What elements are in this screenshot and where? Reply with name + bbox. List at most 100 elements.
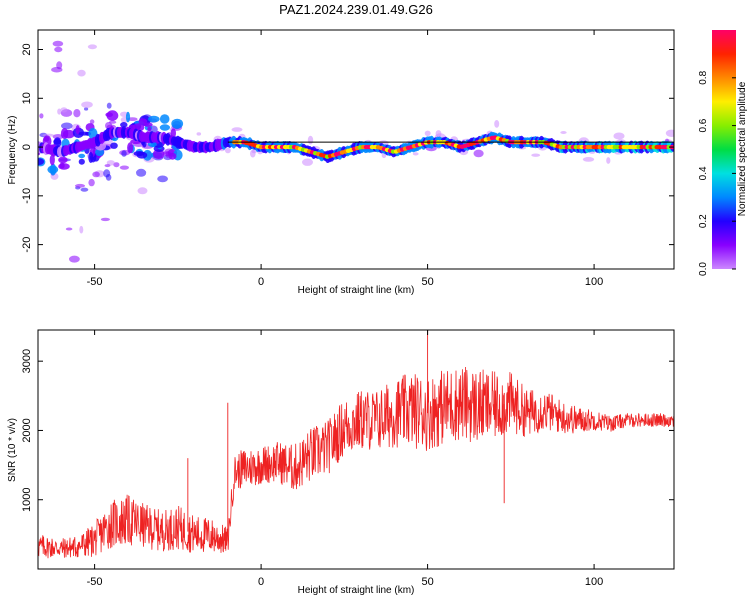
spectral-blob bbox=[89, 119, 95, 124]
spectral-blob bbox=[148, 115, 160, 123]
spectral-blob bbox=[92, 171, 100, 178]
spectral-blob bbox=[152, 149, 165, 160]
spectral-blob bbox=[43, 136, 50, 142]
spectral-blob bbox=[171, 118, 184, 129]
spectral-blob bbox=[78, 158, 85, 165]
spectral-blob bbox=[251, 149, 257, 154]
spectral-blob bbox=[473, 149, 484, 158]
spectral-blob bbox=[97, 21, 109, 29]
spectral-blob bbox=[69, 255, 80, 263]
spectral-blob bbox=[560, 131, 567, 134]
x-tick-label: 100 bbox=[585, 576, 603, 588]
colorbar-tick-label: 0.8 bbox=[698, 70, 709, 84]
spectral-blob bbox=[87, 44, 97, 50]
spectral-blob bbox=[119, 165, 129, 170]
colorbar-bar bbox=[712, 30, 736, 269]
spectral-blob bbox=[106, 110, 119, 121]
spectral-blob bbox=[494, 120, 500, 128]
spectral-blob bbox=[81, 101, 93, 108]
snr-marks bbox=[38, 330, 674, 559]
spectral-blob bbox=[61, 122, 73, 130]
spectral-blob bbox=[80, 187, 89, 192]
y-tick-label: 3000 bbox=[21, 349, 33, 373]
spectral-blob bbox=[106, 160, 115, 166]
x-tick-label: 0 bbox=[258, 276, 264, 288]
spectrogram-x-ticks: -50 0 50 100 bbox=[87, 30, 603, 288]
spectral-blob bbox=[52, 40, 64, 47]
spectral-blob bbox=[147, 126, 152, 132]
figure-title: PAZ1.2024.239.01.49.G26 bbox=[279, 2, 433, 17]
snr-panel: -50 0 50 100 1000 2000 3000 Height of straigh… bbox=[7, 329, 675, 596]
spectral-blob bbox=[38, 158, 45, 165]
spectrogram-ridge bbox=[38, 126, 674, 164]
spectral-blob bbox=[225, 147, 231, 154]
x-tick-label: 50 bbox=[421, 276, 433, 288]
spectrogram-x-label: Height of straight line (km) bbox=[298, 285, 415, 296]
spectral-blob bbox=[54, 46, 63, 53]
spectral-blob bbox=[65, 227, 73, 231]
spectral-blob bbox=[62, 129, 75, 139]
spectral-blob bbox=[108, 120, 117, 124]
spectral-blob bbox=[106, 102, 112, 109]
x-tick-label: 0 bbox=[258, 576, 264, 588]
spectral-blob bbox=[412, 152, 419, 156]
x-tick-label: -50 bbox=[87, 276, 103, 288]
spectral-blob bbox=[100, 217, 110, 222]
spectral-blob bbox=[127, 142, 134, 154]
spectral-blob bbox=[606, 157, 611, 164]
y-tick-label: 0 bbox=[21, 144, 33, 150]
spectral-blob bbox=[52, 134, 64, 140]
spectral-blob bbox=[159, 124, 170, 131]
spectral-blob bbox=[113, 162, 120, 168]
spectral-blob bbox=[582, 157, 595, 162]
spectrogram-y-ticks: -20 -10 0 10 20 bbox=[21, 43, 674, 253]
spectral-blob bbox=[196, 132, 202, 136]
spectrogram-panel: -50 0 50 100 -20 -10 0 10 20 Height of straight… bbox=[7, 21, 675, 296]
x-tick-label: 50 bbox=[421, 576, 433, 588]
spectral-blob bbox=[57, 108, 62, 115]
spectrogram-marks bbox=[38, 21, 674, 263]
snr-x-label: Height of straight line (km) bbox=[298, 585, 415, 596]
spectral-blob bbox=[58, 156, 68, 164]
spectral-blob bbox=[88, 152, 94, 163]
y-tick-label: 2000 bbox=[21, 418, 33, 442]
spectral-blob bbox=[424, 130, 431, 136]
y-tick-label: -10 bbox=[21, 188, 33, 204]
spectral-blob bbox=[79, 225, 84, 234]
spectral-blob bbox=[78, 153, 86, 159]
spectral-blob bbox=[78, 131, 90, 136]
spectral-blob bbox=[137, 187, 148, 195]
spectral-blob bbox=[125, 111, 131, 123]
snr-x-ticks: -50 0 50 100 bbox=[87, 330, 603, 588]
spectral-blob bbox=[60, 107, 68, 113]
snr-line bbox=[38, 366, 674, 559]
spectrogram-frame bbox=[37, 29, 675, 270]
spectral-blob bbox=[159, 114, 170, 124]
colorbar-tick-label: 0.0 bbox=[698, 262, 709, 276]
spectral-blob bbox=[231, 127, 243, 132]
spectral-blob bbox=[88, 178, 95, 187]
spectral-blob bbox=[120, 122, 128, 128]
spectral-blob bbox=[103, 169, 111, 178]
spectral-blob bbox=[613, 132, 625, 140]
spectral-blob bbox=[73, 109, 81, 118]
spectral-blob bbox=[110, 142, 118, 149]
snr-frame bbox=[37, 329, 675, 570]
spectral-blob bbox=[435, 130, 442, 138]
colorbar-ticks: 0.0 0.2 0.4 0.6 0.8 bbox=[698, 70, 736, 276]
y-tick-label: 1000 bbox=[21, 487, 33, 511]
colorbar-tick-label: 0.6 bbox=[698, 118, 709, 132]
colorbar-tick-label: 0.2 bbox=[698, 214, 709, 228]
spectral-blob bbox=[138, 118, 148, 125]
spectral-blob bbox=[531, 153, 541, 157]
spectral-blob bbox=[56, 61, 63, 70]
x-tick-label: 100 bbox=[585, 276, 603, 288]
colorbar-label: Normalized spectral amplitude bbox=[737, 81, 748, 216]
snr-y-ticks: 1000 2000 3000 bbox=[21, 349, 674, 512]
spectral-blob bbox=[104, 164, 111, 168]
spectral-blob bbox=[307, 135, 314, 145]
spectrogram-y-label: Frequency (Hz) bbox=[7, 116, 18, 185]
spectral-blob bbox=[74, 183, 86, 188]
snr-y-label: SNR (10 * v/v) bbox=[7, 418, 18, 482]
